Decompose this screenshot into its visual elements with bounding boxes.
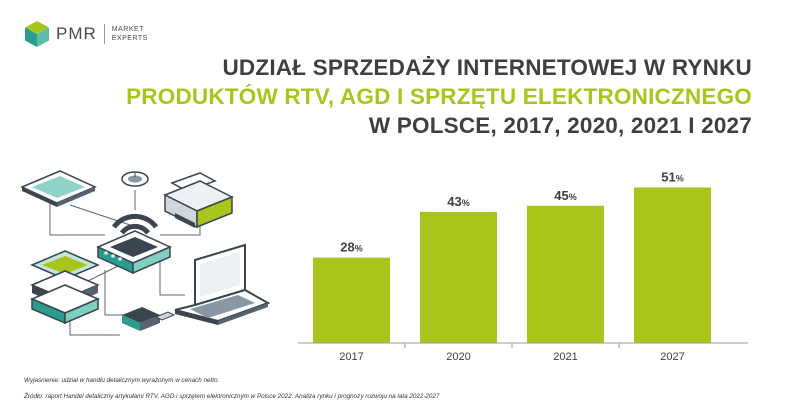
bar-chart: 28% 2017 43% 2020 45% 2021 51% 2027	[298, 169, 748, 363]
bar-2021	[527, 205, 604, 343]
brand-tagline: MARKET EXPERTS	[112, 25, 148, 43]
x-tick-2021: 2021	[553, 351, 577, 363]
bar-2020	[420, 211, 497, 343]
chart-title: UDZIAŁ SPRZEDAŻY INTERNETOWEJ W RYNKU PR…	[126, 53, 752, 140]
x-tick-2027: 2027	[660, 351, 684, 363]
title-line3: W POLSCE, 2017, 2020, 2021 I 2027	[368, 113, 752, 138]
data-label-2027: 51%	[661, 169, 683, 184]
x-tick-2017: 2017	[339, 351, 363, 363]
pmr-cube-icon	[25, 21, 49, 47]
bar-2017	[313, 257, 390, 343]
bar-2027	[634, 187, 711, 343]
data-label-2020: 43%	[447, 194, 469, 209]
footnote-source: Źródło: raport Handel detaliczny artykuł…	[24, 393, 440, 400]
title-line2: PRODUKTÓW RTV, AGD I SPRZĘTU ELEKTRONICZ…	[126, 84, 752, 109]
brand-name: PMR	[56, 24, 97, 43]
network-devices-icon	[20, 170, 271, 336]
pmr-logo: PMR MARKET EXPERTS	[24, 20, 148, 48]
tagline-line2: EXPERTS	[111, 35, 148, 42]
tagline-line1: MARKET	[111, 26, 144, 33]
footnote-explanation: Wyjaśnienie: udział w handlu detalicznym…	[24, 377, 220, 384]
x-tick-2020: 2020	[446, 351, 470, 363]
data-label-2017: 28%	[340, 240, 362, 255]
logo-divider	[103, 24, 105, 44]
data-label-2021: 45%	[554, 188, 576, 203]
title-line1: UDZIAŁ SPRZEDAŻY INTERNETOWEJ W RYNKU	[222, 55, 752, 80]
